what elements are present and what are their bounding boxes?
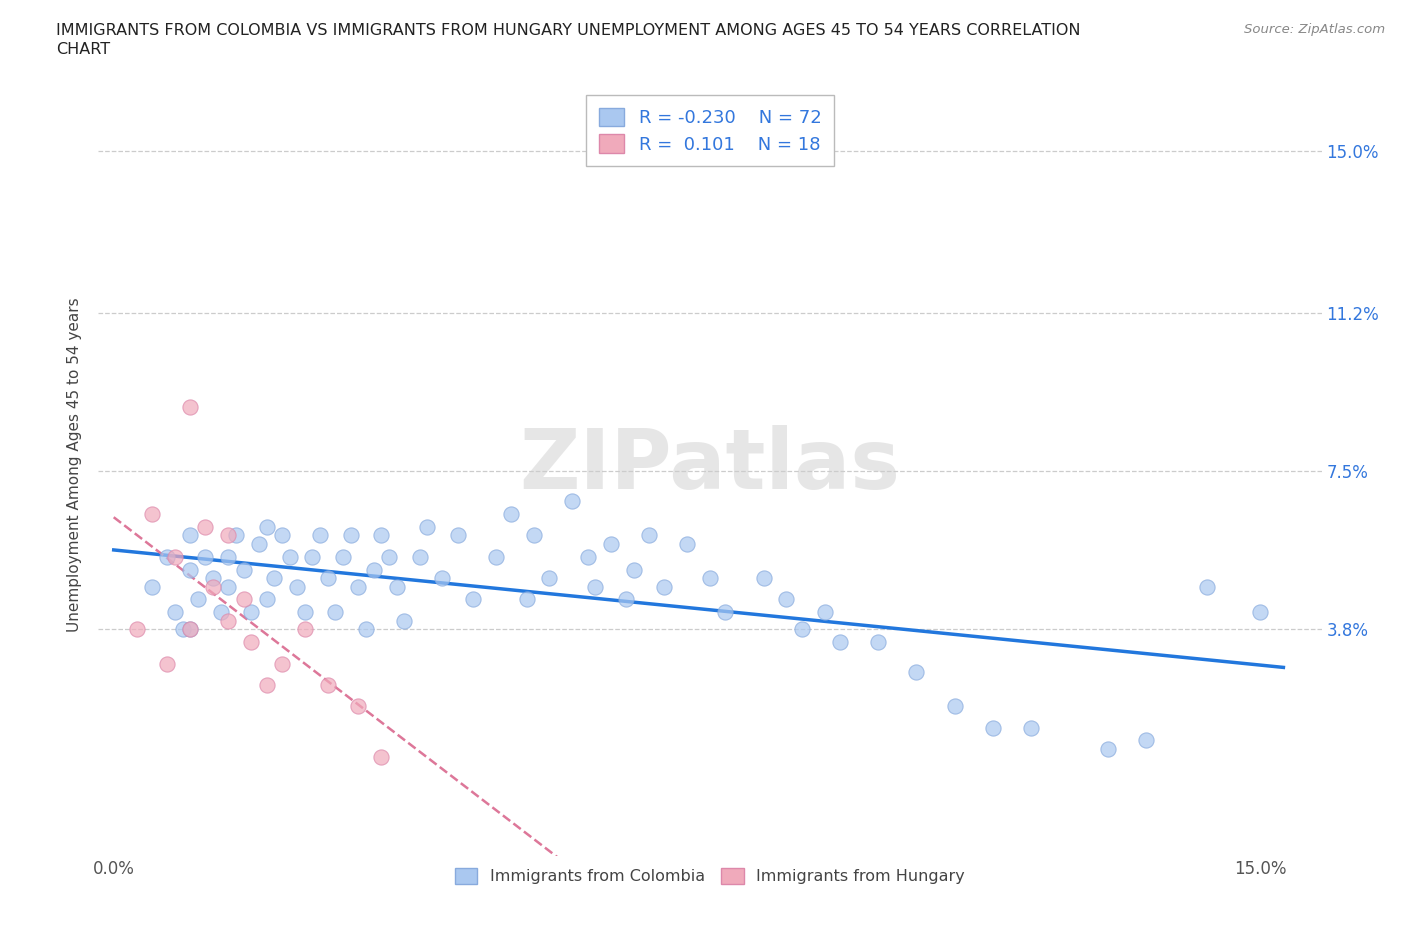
Point	[156, 550, 179, 565]
Point	[1097, 741, 1119, 756]
Point	[699, 571, 721, 586]
Point	[278, 550, 301, 565]
Point	[501, 507, 523, 522]
Point	[868, 634, 890, 649]
Point	[270, 656, 292, 671]
Point	[202, 571, 225, 586]
Point	[1249, 604, 1271, 619]
Point	[408, 550, 430, 565]
Point	[163, 550, 186, 565]
Point	[187, 592, 209, 607]
Text: CHART: CHART	[56, 42, 110, 57]
Point	[523, 528, 546, 543]
Point	[172, 622, 194, 637]
Point	[247, 537, 270, 551]
Point	[623, 562, 645, 577]
Point	[179, 622, 201, 637]
Point	[217, 550, 239, 565]
Y-axis label: Unemployment Among Ages 45 to 54 years: Unemployment Among Ages 45 to 54 years	[67, 298, 83, 632]
Legend: Immigrants from Colombia, Immigrants from Hungary: Immigrants from Colombia, Immigrants fro…	[449, 861, 972, 891]
Point	[256, 592, 278, 607]
Text: ZIPatlas: ZIPatlas	[520, 424, 900, 506]
Point	[194, 550, 217, 565]
Point	[240, 604, 263, 619]
Point	[256, 520, 278, 535]
Point	[194, 520, 217, 535]
Point	[576, 550, 599, 565]
Point	[515, 592, 537, 607]
Point	[363, 562, 385, 577]
Point	[141, 579, 163, 594]
Point	[1135, 733, 1157, 748]
Point	[461, 592, 484, 607]
Point	[179, 400, 201, 415]
Point	[432, 571, 454, 586]
Point	[125, 622, 148, 637]
Point	[294, 622, 316, 637]
Point	[416, 520, 439, 535]
Point	[485, 550, 508, 565]
Point	[179, 562, 201, 577]
Point	[179, 528, 201, 543]
Point	[981, 720, 1004, 735]
Point	[309, 528, 332, 543]
Point	[256, 677, 278, 692]
Point	[232, 592, 254, 607]
Point	[339, 528, 361, 543]
Point	[179, 622, 201, 637]
Point	[652, 579, 675, 594]
Point	[370, 750, 392, 764]
Point	[599, 537, 621, 551]
Point	[232, 562, 254, 577]
Point	[217, 579, 239, 594]
Point	[1195, 579, 1218, 594]
Point	[790, 622, 813, 637]
Point	[202, 579, 225, 594]
Point	[217, 528, 239, 543]
Point	[156, 656, 179, 671]
Point	[163, 604, 186, 619]
Point	[347, 579, 370, 594]
Point	[354, 622, 377, 637]
Point	[209, 604, 232, 619]
Text: Source: ZipAtlas.com: Source: ZipAtlas.com	[1244, 23, 1385, 36]
Point	[905, 665, 928, 680]
Point	[347, 698, 370, 713]
Point	[714, 604, 737, 619]
Point	[316, 571, 339, 586]
Text: IMMIGRANTS FROM COLOMBIA VS IMMIGRANTS FROM HUNGARY UNEMPLOYMENT AMONG AGES 45 T: IMMIGRANTS FROM COLOMBIA VS IMMIGRANTS F…	[56, 23, 1081, 38]
Point	[943, 698, 966, 713]
Point	[385, 579, 408, 594]
Point	[828, 634, 851, 649]
Point	[378, 550, 401, 565]
Point	[583, 579, 606, 594]
Point	[752, 571, 775, 586]
Point	[637, 528, 661, 543]
Point	[1019, 720, 1042, 735]
Point	[325, 604, 347, 619]
Point	[775, 592, 797, 607]
Point	[240, 634, 263, 649]
Point	[285, 579, 308, 594]
Point	[294, 604, 316, 619]
Point	[447, 528, 470, 543]
Point	[814, 604, 837, 619]
Point	[141, 507, 163, 522]
Point	[676, 537, 699, 551]
Point	[316, 677, 339, 692]
Point	[538, 571, 561, 586]
Point	[301, 550, 323, 565]
Point	[270, 528, 292, 543]
Point	[217, 614, 239, 629]
Point	[332, 550, 354, 565]
Point	[561, 494, 583, 509]
Point	[392, 614, 416, 629]
Point	[263, 571, 285, 586]
Point	[370, 528, 392, 543]
Point	[225, 528, 247, 543]
Point	[614, 592, 637, 607]
